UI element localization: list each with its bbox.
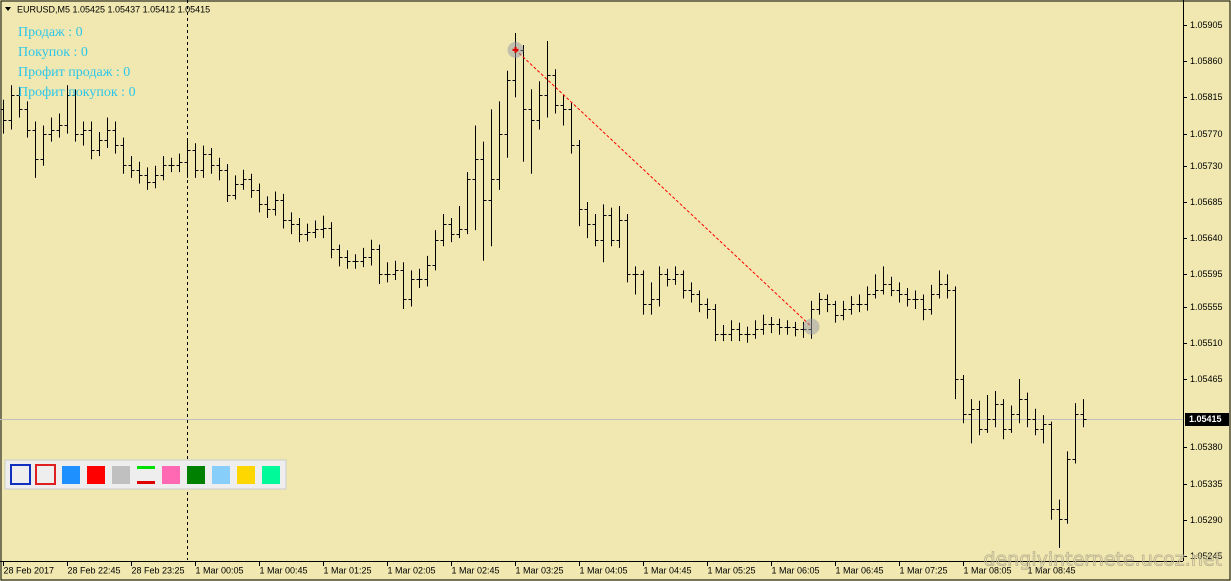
color-button[interactable] bbox=[262, 466, 280, 484]
color-button[interactable] bbox=[237, 466, 255, 484]
y-tick-label: 1.05730 bbox=[1190, 161, 1223, 171]
x-tick-label: 1 Mar 04:05 bbox=[580, 565, 628, 575]
x-tick-label: 1 Mar 08:45 bbox=[1028, 565, 1076, 575]
x-tick-label: 1 Mar 06:45 bbox=[836, 565, 884, 575]
chart-title: EURUSD,M5 1.05425 1.05437 1.05412 1.0541… bbox=[17, 4, 210, 14]
info-text: Профит покупок : 0 bbox=[18, 85, 136, 100]
x-tick-label: 1 Mar 00:45 bbox=[260, 565, 308, 575]
info-text: Покупок : 0 bbox=[18, 45, 88, 60]
trend-anchor bbox=[803, 318, 820, 335]
color-button[interactable] bbox=[112, 466, 130, 484]
x-tick-label: 28 Feb 2017 bbox=[4, 565, 55, 575]
y-tick-label: 1.05245 bbox=[1190, 551, 1223, 561]
x-tick-label: 1 Mar 02:45 bbox=[452, 565, 500, 575]
y-tick-label: 1.05685 bbox=[1190, 197, 1223, 207]
y-tick-label: 1.05555 bbox=[1190, 302, 1223, 312]
info-text: Продаж : 0 bbox=[18, 25, 83, 40]
x-tick-label: 1 Mar 08:05 bbox=[964, 565, 1012, 575]
menu-arrow[interactable] bbox=[5, 7, 11, 11]
color-button[interactable] bbox=[62, 466, 80, 484]
color-button[interactable] bbox=[137, 481, 155, 484]
current-price-label: 1.05415 bbox=[1189, 414, 1222, 424]
current-price-box bbox=[1185, 413, 1229, 426]
color-button[interactable] bbox=[187, 466, 205, 484]
color-button[interactable] bbox=[162, 466, 180, 484]
x-tick-label: 1 Mar 01:25 bbox=[324, 565, 372, 575]
x-tick-label: 28 Feb 23:25 bbox=[132, 565, 185, 575]
y-tick-label: 1.05595 bbox=[1190, 269, 1223, 279]
trendline bbox=[515, 49, 812, 328]
x-tick-label: 1 Mar 05:25 bbox=[708, 565, 756, 575]
y-tick-label: 1.05380 bbox=[1190, 442, 1223, 452]
color-button[interactable] bbox=[137, 466, 155, 469]
y-tick-label: 1.05770 bbox=[1190, 129, 1223, 139]
x-tick-label: 1 Mar 06:05 bbox=[772, 565, 820, 575]
info-text: Профит продаж : 0 bbox=[18, 65, 130, 80]
color-button[interactable] bbox=[87, 466, 105, 484]
anchor-cross bbox=[512, 46, 519, 53]
x-tick-label: 1 Mar 03:25 bbox=[516, 565, 564, 575]
y-tick-label: 1.05510 bbox=[1190, 338, 1223, 348]
y-tick-label: 1.05335 bbox=[1190, 479, 1223, 489]
y-tick-label: 1.05815 bbox=[1190, 92, 1223, 102]
x-tick-label: 28 Feb 22:45 bbox=[68, 565, 121, 575]
color-button[interactable] bbox=[212, 466, 230, 484]
x-tick-label: 1 Mar 00:05 bbox=[196, 565, 244, 575]
y-tick-label: 1.05860 bbox=[1190, 56, 1223, 66]
x-tick-label: 1 Mar 07:25 bbox=[900, 565, 948, 575]
watermark: dengiyinternete.ucoz.net bbox=[983, 549, 1222, 571]
color-button[interactable] bbox=[10, 464, 31, 485]
y-tick-label: 1.05465 bbox=[1190, 374, 1223, 384]
x-tick-label: 1 Mar 02:05 bbox=[388, 565, 436, 575]
y-tick-label: 1.05290 bbox=[1190, 515, 1223, 525]
y-tick-label: 1.05905 bbox=[1190, 20, 1223, 30]
color-button[interactable] bbox=[35, 464, 56, 485]
x-tick-label: 1 Mar 04:45 bbox=[644, 565, 692, 575]
y-tick-label: 1.05640 bbox=[1190, 233, 1223, 243]
color-toolbar bbox=[4, 459, 287, 490]
